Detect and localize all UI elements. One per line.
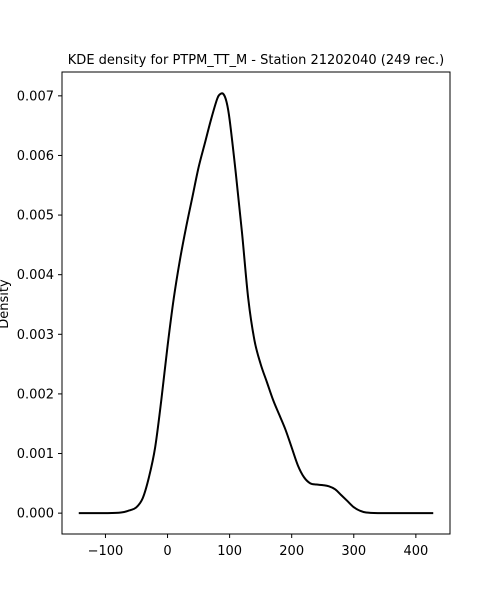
x-tick-label: −100 (88, 544, 124, 559)
x-tick-label: 400 (403, 544, 428, 559)
y-tick-label: 0.001 (17, 447, 54, 462)
x-tick-label: 200 (279, 544, 304, 559)
y-tick-label: 0.003 (17, 328, 54, 343)
y-axis-label: Density (0, 279, 12, 329)
x-tick-label: 100 (217, 544, 242, 559)
y-tick-label: 0.000 (17, 507, 54, 522)
x-tick-label: 300 (341, 544, 366, 559)
y-tick-label: 0.005 (17, 209, 54, 224)
y-tick-label: 0.006 (17, 149, 54, 164)
x-tick-label: 0 (163, 544, 171, 559)
y-tick-label: 0.002 (17, 387, 54, 402)
y-tick-label: 0.007 (17, 89, 54, 104)
chart-title: KDE density for PTPM_TT_M - Station 2120… (68, 53, 444, 68)
y-tick-label: 0.004 (17, 268, 54, 283)
